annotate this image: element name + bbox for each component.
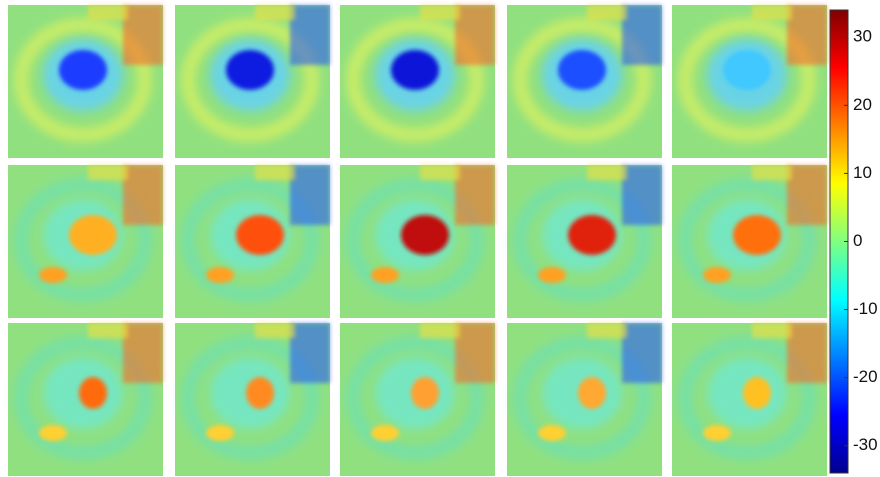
tick-label: -20 [853,367,878,386]
core [743,377,771,409]
noise-region [290,165,330,225]
noise-region [123,5,163,65]
tick-label: -10 [853,299,878,318]
image-panel [175,5,330,158]
core [59,50,107,90]
image-panel [8,165,163,318]
noise-region [787,165,827,225]
core [411,377,439,409]
noise-region [88,165,128,180]
noise-region [622,323,662,383]
core [226,50,274,90]
noise-region [787,5,827,65]
lesion [538,267,566,283]
noise-region [255,5,295,20]
noise-region [455,323,495,383]
image-panel [8,5,163,158]
noise-region [290,323,330,383]
lesion [371,267,399,283]
noise-region [88,5,128,20]
noise-region [455,165,495,225]
image-panel [507,5,662,158]
lesion [371,425,399,441]
lesion [538,425,566,441]
tick-label: 10 [853,163,872,182]
core [391,50,439,90]
noise-region [455,5,495,65]
tick-label: -30 [853,435,878,454]
core [69,215,117,255]
noise-region [752,323,792,338]
noise-region [88,323,128,338]
lesion [39,267,67,283]
noise-region [420,5,460,20]
lesion [206,267,234,283]
image-panel [672,165,827,318]
image-panel [340,323,495,476]
core [558,50,606,90]
tick-label: 0 [853,231,862,250]
noise-region [290,5,330,65]
lesion [703,425,731,441]
core [733,215,781,255]
noise-region [787,323,827,383]
image-panel [340,165,495,318]
noise-region [420,165,460,180]
image-grid [8,5,827,476]
noise-region [255,165,295,180]
noise-region [587,323,627,338]
noise-region [255,323,295,338]
noise-region [587,5,627,20]
noise-region [752,5,792,20]
core [246,377,274,409]
lesion [703,267,731,283]
noise-region [587,165,627,180]
image-panel [507,323,662,476]
noise-region [622,165,662,225]
figure: 30 20 10 0 -10 -20 -30 [0,0,880,477]
image-panel [340,5,495,158]
tick-label: 20 [853,95,872,114]
noise-region [123,323,163,383]
core [568,215,616,255]
core [79,377,107,409]
noise-region [123,165,163,225]
noise-region [420,323,460,338]
core [723,50,771,90]
core [236,215,284,255]
colorbar-ticks: 30 20 10 0 -10 -20 -30 [844,27,878,455]
image-panel [507,165,662,318]
core [578,377,606,409]
tick-label: 30 [853,27,872,46]
lesion [206,425,234,441]
core [401,215,449,255]
image-panel [8,323,163,476]
lesion [39,425,67,441]
image-panel [672,323,827,476]
noise-region [622,5,662,65]
noise-region [752,165,792,180]
image-panel [175,165,330,318]
image-panel [672,5,827,158]
image-panel [175,323,330,476]
